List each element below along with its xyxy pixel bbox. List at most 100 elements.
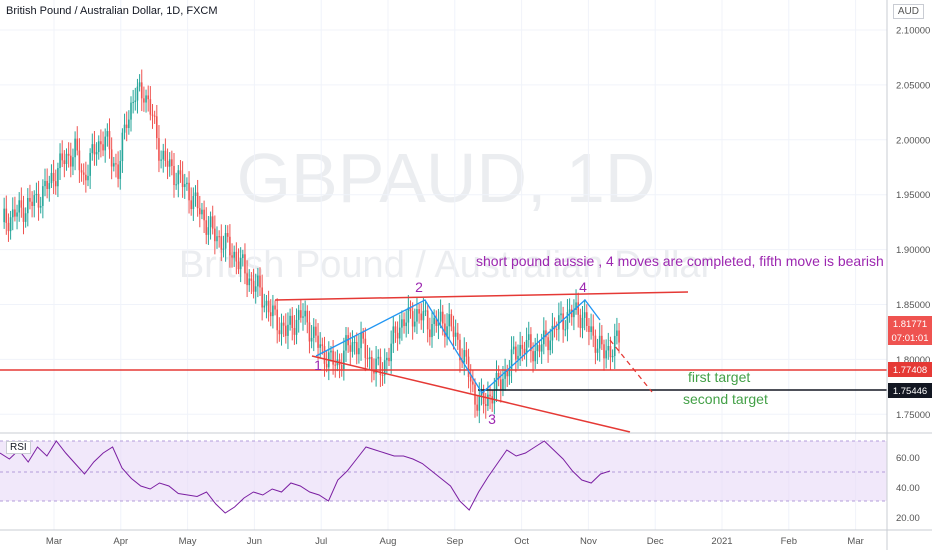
candle-body <box>364 338 367 359</box>
price-tick: 2.05000 <box>896 80 930 91</box>
candle-body <box>97 141 100 153</box>
candle-body <box>422 311 425 321</box>
candle-body <box>568 309 571 313</box>
candle-body <box>121 132 124 162</box>
candle-body <box>190 200 192 210</box>
candle-body <box>418 309 420 314</box>
candle-body <box>119 161 122 179</box>
candle-body <box>50 172 53 184</box>
candle-body <box>523 348 526 354</box>
rsi-label[interactable]: RSI <box>6 441 31 454</box>
candle-body <box>590 326 592 333</box>
candle-body <box>156 116 158 139</box>
candle-body <box>250 278 253 281</box>
candle-body <box>194 192 197 197</box>
time-axis[interactable]: Mar Apr May Jun Jul Aug Sep Oct Nov Dec 2021 Feb Mar <box>46 536 864 547</box>
candle-body <box>452 326 455 337</box>
candle-body <box>545 330 547 338</box>
price-tick: 1.85000 <box>896 300 930 311</box>
candle-body <box>433 317 435 325</box>
candle-body <box>218 236 220 238</box>
projection-line[interactable] <box>609 339 653 393</box>
rsi-band <box>0 441 887 501</box>
candle-body <box>478 395 481 411</box>
symbol-title[interactable]: British Pound / Australian Dollar, 1D, F… <box>6 5 218 17</box>
candle-body <box>302 316 304 318</box>
upper-trendline[interactable] <box>274 291 689 301</box>
candle-body <box>67 153 70 156</box>
candle-body <box>289 315 291 325</box>
candle-body <box>353 342 356 344</box>
candle-body <box>125 124 128 129</box>
candle-body <box>437 321 440 326</box>
candle-body <box>199 208 201 215</box>
candle-body <box>291 315 294 329</box>
candle-body <box>549 340 552 351</box>
candle-body <box>276 309 278 331</box>
candle-body <box>519 344 521 356</box>
candle-body <box>409 307 412 312</box>
candle-body <box>9 217 12 232</box>
candle-body <box>411 311 414 327</box>
candle-body <box>162 150 165 160</box>
candle-body <box>18 200 20 213</box>
candle-body <box>416 309 418 322</box>
candle-body <box>192 196 195 210</box>
candle-body <box>577 302 579 315</box>
candle-body <box>175 184 177 186</box>
candle-body <box>246 273 248 286</box>
price-axis[interactable]: 2.10000 2.05000 2.00000 1.95000 1.90000 1.850… <box>896 26 930 421</box>
time-tick: Apr <box>113 536 128 547</box>
candle-body <box>128 119 130 129</box>
candle-body <box>607 346 610 351</box>
candle-body <box>345 335 347 351</box>
lower-trendline[interactable] <box>311 355 631 433</box>
candle-body <box>581 317 584 329</box>
candle-body <box>44 180 46 187</box>
candle-body <box>7 222 10 232</box>
candle-body <box>235 251 238 262</box>
candle-body <box>349 345 352 352</box>
candle-body <box>512 346 515 350</box>
candle-body <box>74 138 76 158</box>
candle-body <box>16 212 18 217</box>
candle-body <box>201 209 203 215</box>
candle-body <box>340 365 343 370</box>
candles <box>3 69 620 424</box>
candle-body <box>274 305 276 310</box>
candle-body <box>280 322 283 335</box>
candle-body <box>29 197 31 202</box>
candle-body <box>89 153 91 176</box>
candle-body <box>536 345 539 351</box>
candle-body <box>424 310 427 312</box>
candle-body <box>153 115 156 117</box>
candle-body <box>164 150 167 161</box>
candle-body <box>138 82 141 87</box>
candle-body <box>231 255 233 258</box>
candle-body <box>149 99 152 115</box>
first-target-price-tag <box>888 362 932 377</box>
watermark-name: British Pound / Australian Dollar <box>179 244 714 286</box>
last-price-tag <box>888 316 932 331</box>
candle-body <box>495 372 498 391</box>
wave-path[interactable] <box>315 299 601 395</box>
candle-body <box>426 310 429 330</box>
currency-badge[interactable]: AUD <box>892 4 924 19</box>
candle-body <box>332 350 334 365</box>
candle-body <box>489 394 491 397</box>
candle-body <box>61 153 63 161</box>
candle-body <box>31 201 33 206</box>
candle-body <box>618 330 620 343</box>
last-price-value: 1.81771 <box>893 319 927 330</box>
candle-body <box>267 300 270 313</box>
candle-body <box>414 321 416 327</box>
candle-body <box>560 313 562 316</box>
candle-body <box>211 216 214 229</box>
wave-label-1: 1 <box>314 357 322 373</box>
rsi-tick-20: 20.00 <box>896 513 920 524</box>
candle-body <box>304 310 306 317</box>
candle-body <box>295 319 298 335</box>
candle-body <box>173 165 175 185</box>
